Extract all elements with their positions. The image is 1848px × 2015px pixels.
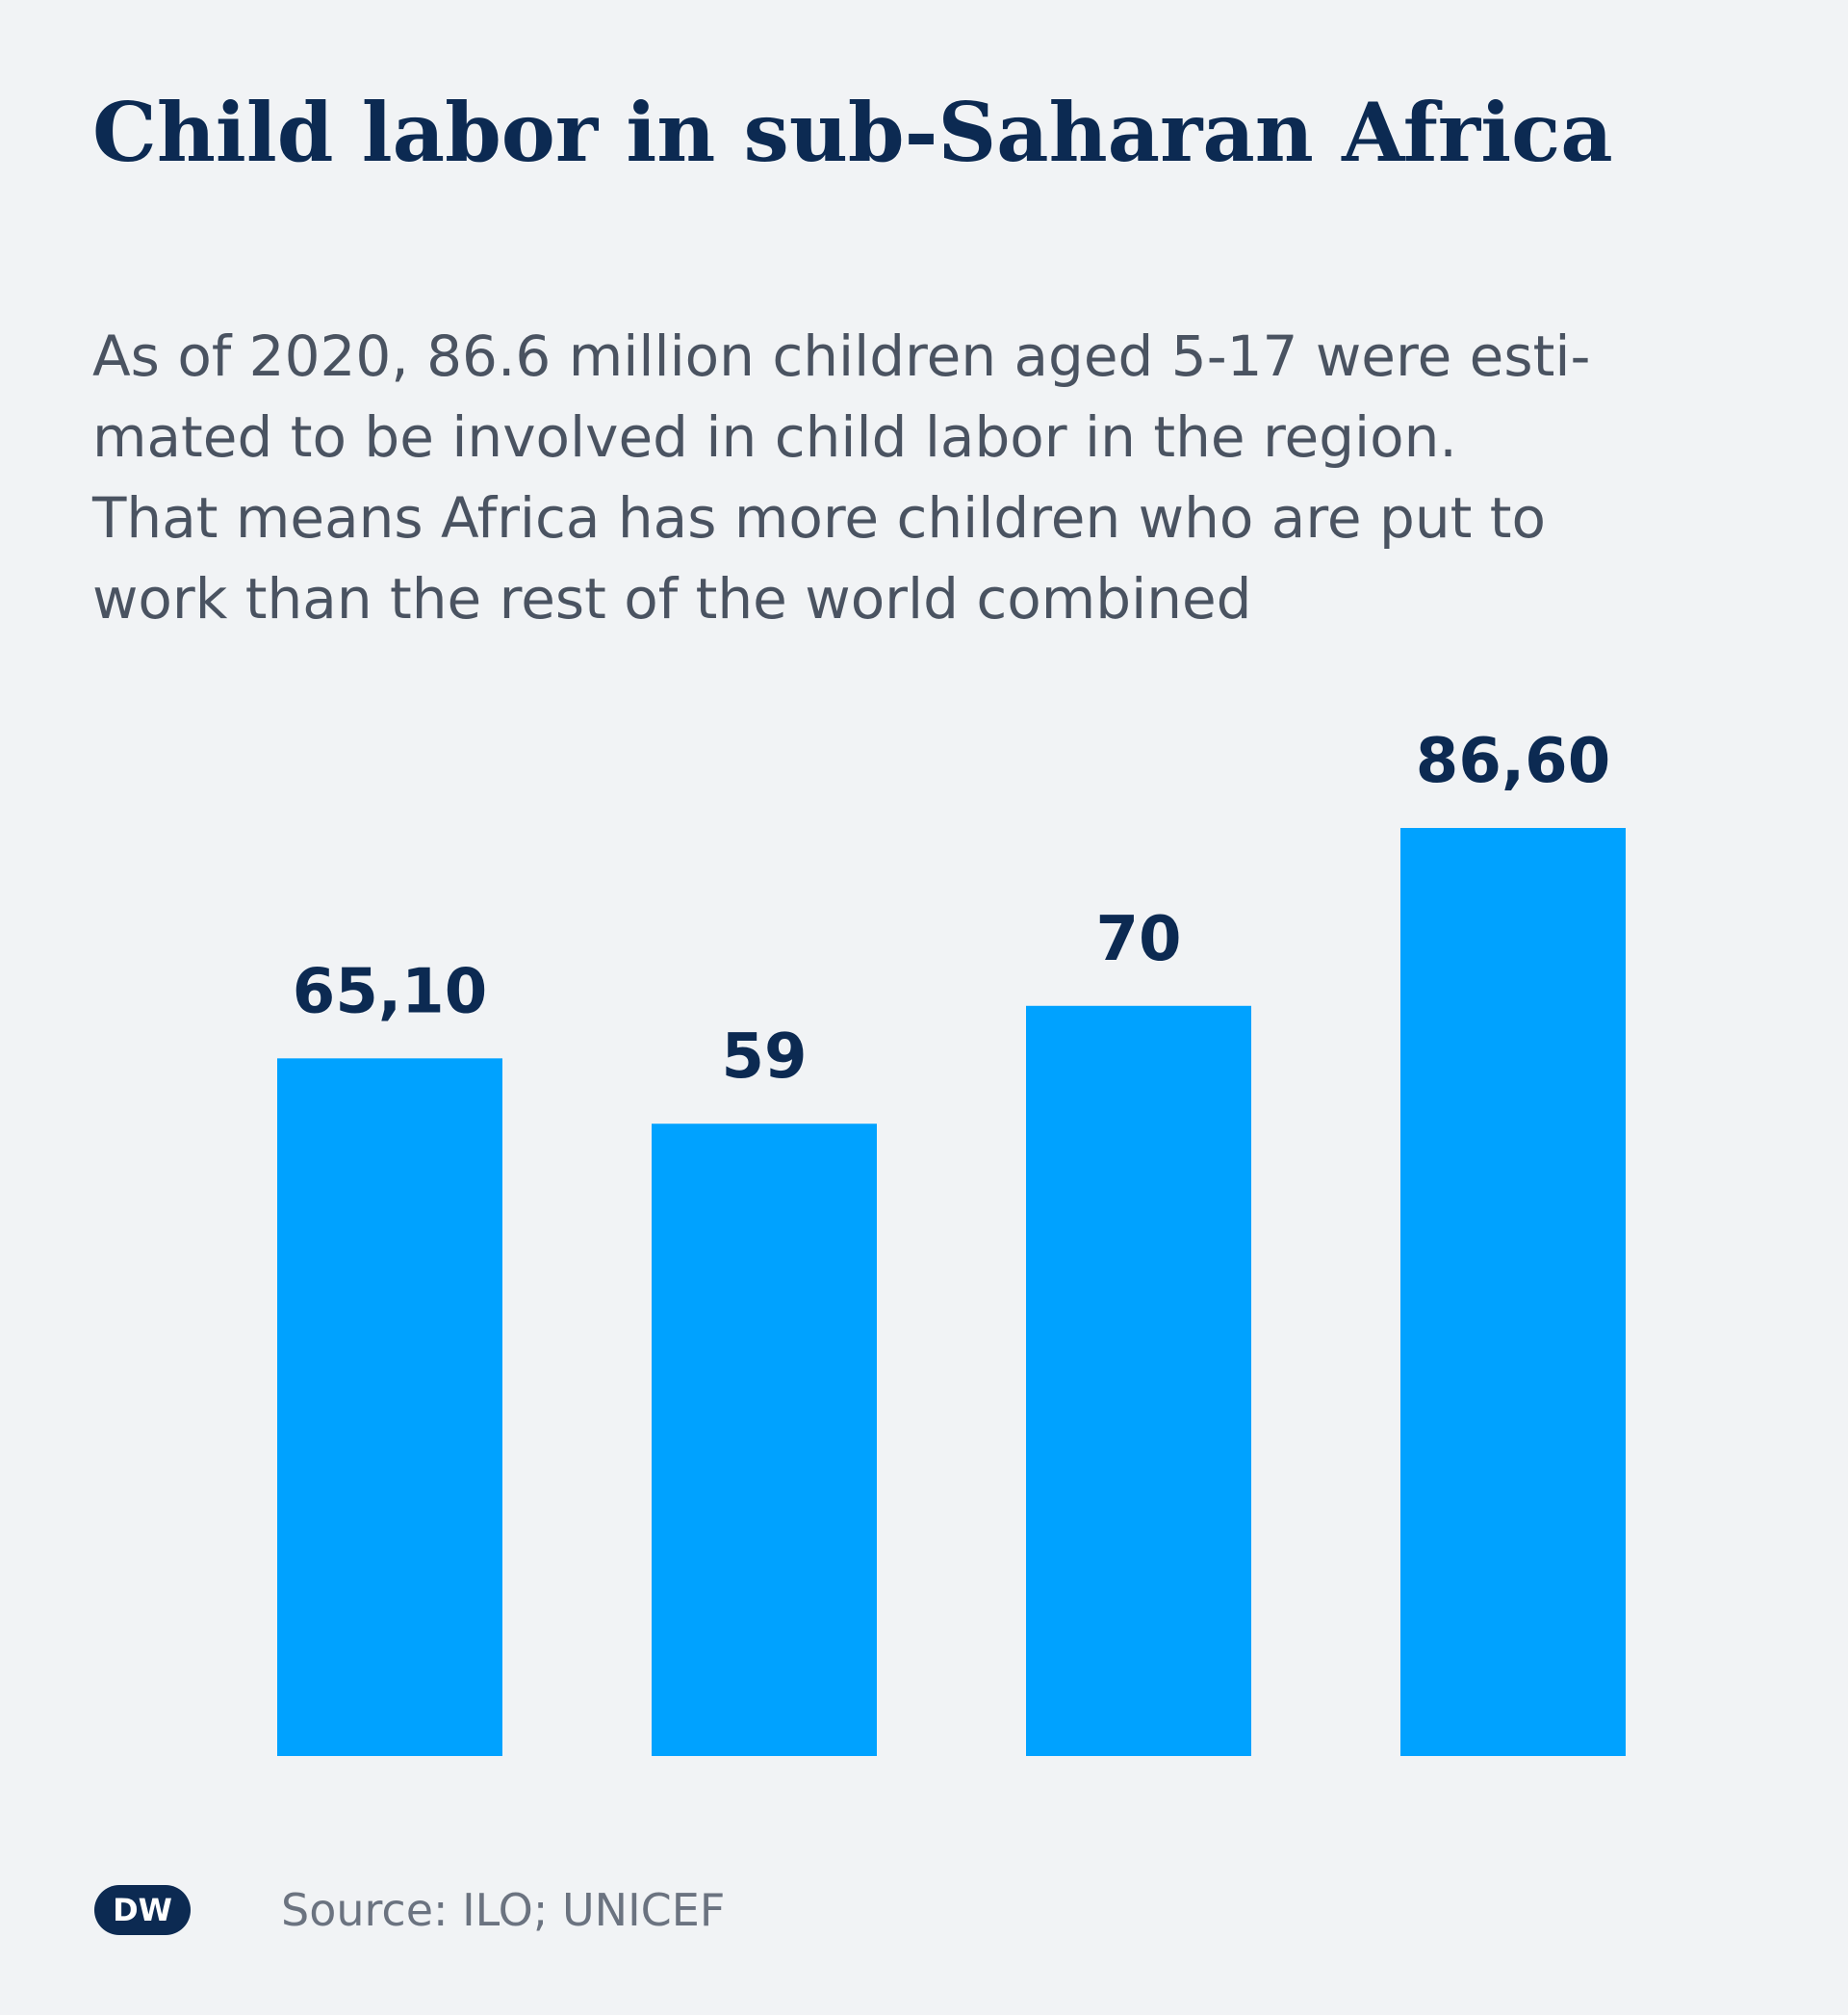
source-note: Source: ILO; UNICEF [281,1884,726,1936]
dw-logo: DW [94,1885,191,1935]
subtitle-line: mated to be involved in child labor in t… [92,404,1457,470]
footer: DW Source: ILO; UNICEF [92,1881,725,1939]
bar-value-label: 70 [1095,904,1181,975]
subtitle-line: That means Africa has more children who … [92,485,1547,551]
chart-title: Child labor in sub-Saharan Africa [92,85,1613,180]
bar [652,1124,877,1756]
subtitle-line: As of 2020, 86.6 million children aged 5… [92,323,1591,389]
chart-subtitle: As of 2020, 86.6 million children aged 5… [92,316,1767,639]
bar-value-label: 65,10 [293,956,487,1027]
subtitle-line: work than the rest of the world combined [92,566,1252,632]
bar [1026,1005,1251,1756]
dw-logo-text: DW [113,1892,172,1928]
bar [277,1058,502,1756]
bar [1400,828,1626,1756]
bar-value-label: 59 [721,1021,807,1093]
bar-value-label: 86,60 [1416,726,1610,797]
